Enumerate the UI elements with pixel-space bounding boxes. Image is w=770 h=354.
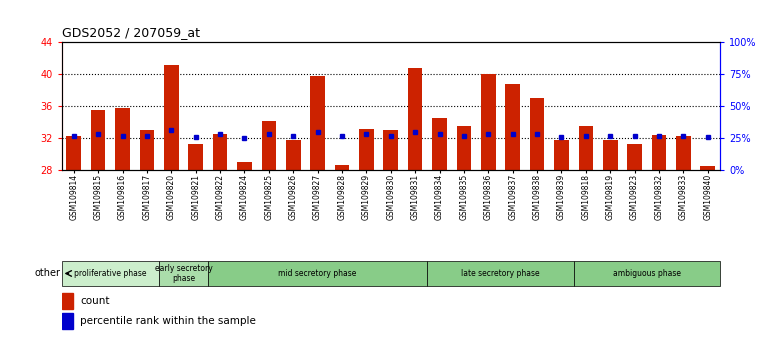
Bar bbox=[116, 108, 130, 170]
FancyBboxPatch shape bbox=[208, 261, 427, 286]
Bar bbox=[310, 76, 325, 170]
Text: GDS2052 / 207059_at: GDS2052 / 207059_at bbox=[62, 26, 199, 39]
Bar bbox=[554, 139, 569, 170]
Bar bbox=[408, 68, 423, 170]
Bar bbox=[603, 139, 618, 170]
Bar bbox=[432, 118, 447, 170]
Text: other: other bbox=[35, 268, 60, 279]
FancyBboxPatch shape bbox=[62, 261, 159, 286]
Bar bbox=[676, 136, 691, 170]
Bar bbox=[628, 144, 642, 170]
Bar bbox=[91, 110, 105, 170]
Bar bbox=[213, 134, 227, 170]
Bar bbox=[189, 144, 203, 170]
Text: mid secretory phase: mid secretory phase bbox=[279, 269, 357, 278]
Bar bbox=[578, 126, 593, 170]
Bar bbox=[651, 135, 666, 170]
Bar bbox=[286, 139, 300, 170]
Bar bbox=[62, 313, 73, 329]
Bar bbox=[383, 130, 398, 170]
Bar bbox=[139, 130, 154, 170]
Bar bbox=[505, 84, 520, 170]
Bar bbox=[335, 165, 350, 170]
Bar bbox=[701, 166, 715, 170]
Text: count: count bbox=[80, 296, 109, 306]
Bar bbox=[457, 126, 471, 170]
Bar bbox=[262, 120, 276, 170]
FancyBboxPatch shape bbox=[574, 261, 720, 286]
Bar bbox=[66, 136, 81, 170]
Bar bbox=[237, 162, 252, 170]
FancyBboxPatch shape bbox=[159, 261, 208, 286]
Text: early secretory
phase: early secretory phase bbox=[155, 264, 213, 283]
Bar bbox=[530, 98, 544, 170]
Text: late secretory phase: late secretory phase bbox=[461, 269, 540, 278]
Bar bbox=[359, 129, 373, 170]
Text: proliferative phase: proliferative phase bbox=[74, 269, 146, 278]
Bar bbox=[481, 74, 496, 170]
Text: ambiguous phase: ambiguous phase bbox=[613, 269, 681, 278]
FancyBboxPatch shape bbox=[427, 261, 574, 286]
Bar bbox=[164, 65, 179, 170]
Bar bbox=[62, 293, 73, 309]
Text: percentile rank within the sample: percentile rank within the sample bbox=[80, 316, 256, 326]
